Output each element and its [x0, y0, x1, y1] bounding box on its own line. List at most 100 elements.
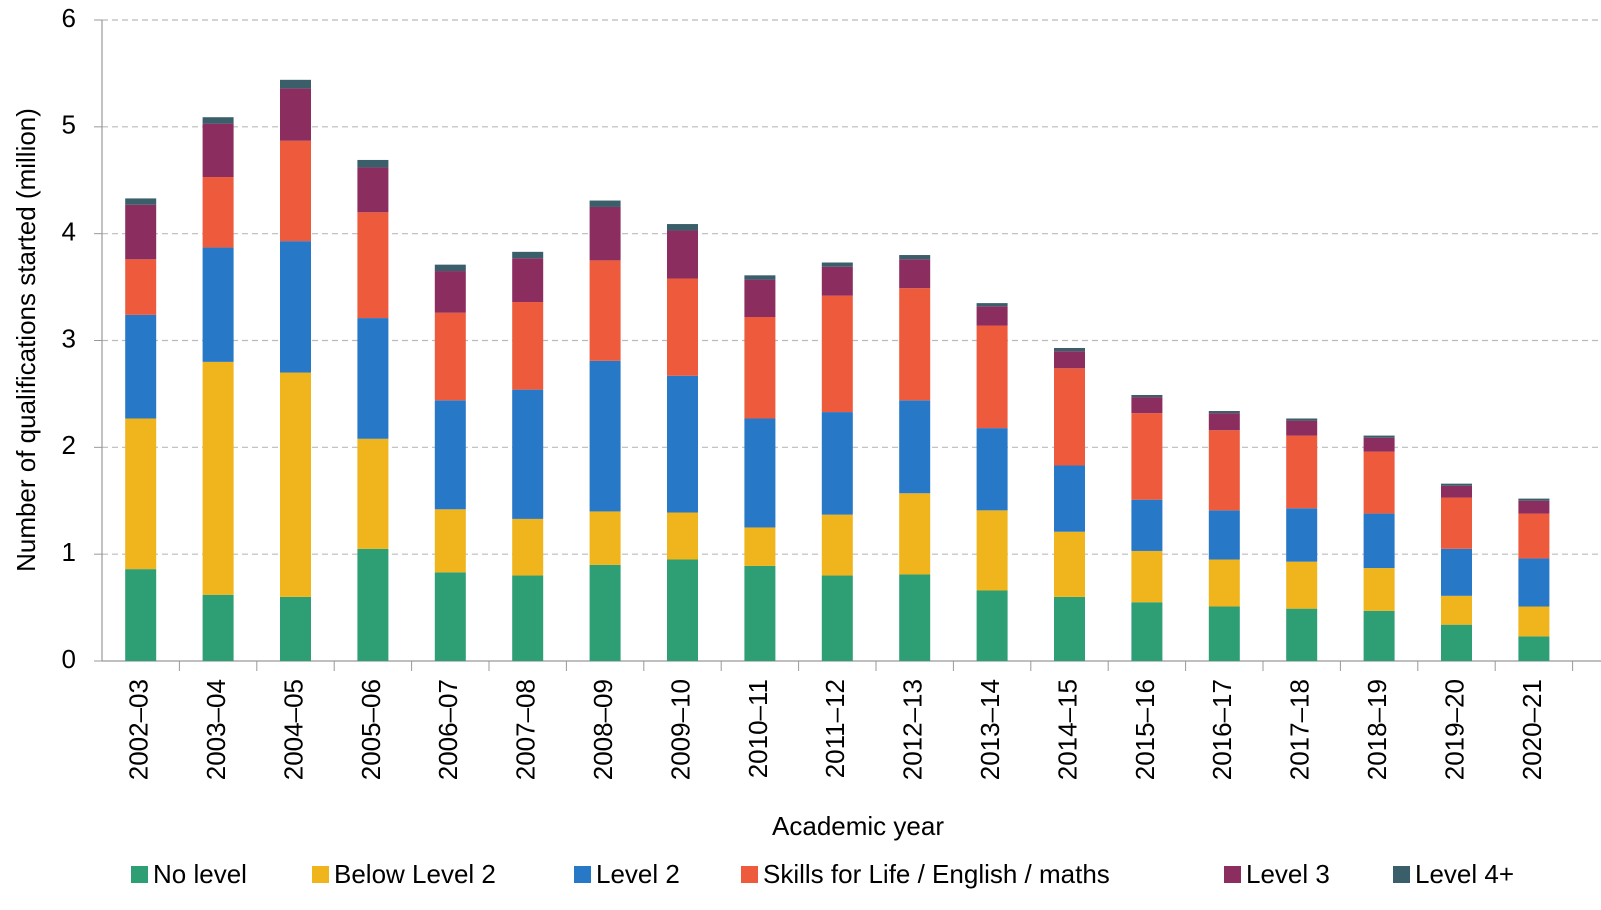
bar-segment: [1518, 500, 1550, 514]
bar-segment: [357, 548, 389, 661]
bar-segment: [976, 510, 1008, 591]
bar-segment: [1286, 435, 1318, 509]
x-tick-label: 2007–08: [511, 679, 541, 780]
bar-segment: [1131, 394, 1163, 398]
bar-segment: [202, 594, 234, 661]
bar-segment: [357, 318, 389, 439]
legend-label: No level: [153, 859, 247, 889]
x-tick-label: 2005–06: [356, 679, 386, 780]
y-tick-label: 3: [62, 323, 76, 353]
x-axis-title: Academic year: [772, 811, 944, 841]
bar-segment: [976, 428, 1008, 511]
bar-segment: [434, 271, 466, 313]
x-tick-label: 2015–16: [1130, 679, 1160, 780]
bar-segment: [1441, 485, 1472, 498]
bar-segment: [280, 241, 311, 373]
bar-segment: [589, 206, 621, 261]
bar-segment: [202, 177, 234, 248]
bar-segment: [1131, 413, 1163, 500]
bar-segment: [1131, 550, 1163, 603]
x-tick-label: 2018–19: [1362, 679, 1392, 780]
legend-swatch: [312, 866, 329, 883]
x-tick-label: 2003–04: [201, 679, 231, 780]
bar-segment: [1363, 451, 1395, 514]
x-tick-label: 2002–03: [124, 679, 154, 780]
x-tick-label: 2008–09: [588, 679, 618, 780]
bar-segment: [434, 312, 466, 401]
bar-segment: [821, 514, 853, 576]
bar-segment: [280, 372, 311, 597]
bar-segment: [202, 123, 234, 178]
legend-swatch: [574, 866, 591, 883]
y-tick-label: 5: [62, 110, 76, 140]
bar-segment: [1054, 531, 1085, 597]
bar-segment: [899, 400, 931, 494]
bar-segment: [821, 295, 853, 413]
bar-segment: [125, 418, 157, 570]
bar-segment: [1441, 548, 1472, 596]
bar-segment: [1441, 595, 1472, 625]
bar-segment: [589, 511, 621, 565]
bar-segment: [744, 279, 776, 317]
bar-segment: [821, 412, 853, 515]
bar-segment: [1363, 437, 1395, 452]
bar-segment: [667, 559, 698, 661]
bar-segment: [899, 255, 931, 260]
y-axis-title: Number of qualifications started (millio…: [11, 108, 41, 572]
legend-label: Level 3: [1246, 859, 1330, 889]
y-tick-label: 2: [62, 430, 76, 460]
bar-segment: [899, 574, 931, 661]
x-tick-label: 2004–05: [278, 679, 308, 780]
bar-segment: [125, 569, 157, 661]
y-tick-label: 6: [62, 3, 76, 33]
x-tick-label: 2012–13: [898, 679, 928, 780]
bar-segment: [589, 200, 621, 207]
y-tick-label: 1: [62, 537, 76, 567]
bar-segment: [667, 375, 698, 513]
bar-segment: [512, 518, 544, 576]
bar-segment: [589, 260, 621, 361]
x-tick-label: 2009–10: [665, 679, 695, 780]
bar-segment: [434, 509, 466, 573]
bar-segment: [1208, 430, 1240, 511]
bar-segment: [1286, 508, 1318, 562]
bar-segment: [821, 575, 853, 661]
bar-segment: [434, 264, 466, 272]
bar-segment: [1363, 435, 1395, 438]
bar-segment: [976, 590, 1008, 661]
legend-swatch: [1393, 866, 1410, 883]
bar-segment: [202, 247, 234, 362]
bar-segment: [125, 314, 157, 419]
bar-segment: [512, 251, 544, 259]
bar-segment: [667, 224, 698, 231]
x-tick-label: 2014–15: [1052, 679, 1082, 780]
bar-segment: [1518, 513, 1550, 559]
bar-segment: [125, 204, 157, 260]
bar-segment: [1286, 418, 1318, 421]
legend-swatch: [1224, 866, 1241, 883]
x-tick-label: 2011–12: [820, 679, 850, 778]
x-tick-label: 2017–18: [1285, 679, 1315, 780]
bar-segment: [744, 418, 776, 528]
bar-segment: [512, 302, 544, 390]
legend-label: Skills for Life / English / maths: [763, 859, 1110, 889]
legend-label: Level 2: [596, 859, 680, 889]
bar-segment: [899, 288, 931, 401]
bar-segment: [976, 303, 1008, 307]
bar-segment: [1286, 561, 1318, 609]
bar-segment: [1363, 568, 1395, 611]
bar-segment: [1441, 624, 1472, 661]
bar-segment: [744, 316, 776, 419]
x-tick-label: 2016–17: [1207, 679, 1237, 780]
bar-segment: [1054, 465, 1085, 532]
x-tick-label: 2020–21: [1517, 679, 1547, 780]
bar-segment: [899, 259, 931, 289]
bar-segment: [280, 596, 311, 661]
bar-segment: [976, 325, 1008, 429]
bar-segment: [744, 565, 776, 661]
bar-segment: [667, 230, 698, 279]
x-tick-label: 2010–11: [743, 679, 773, 778]
bar-segment: [1441, 483, 1472, 486]
bar-segment: [1518, 498, 1550, 501]
legend-swatch: [131, 866, 148, 883]
